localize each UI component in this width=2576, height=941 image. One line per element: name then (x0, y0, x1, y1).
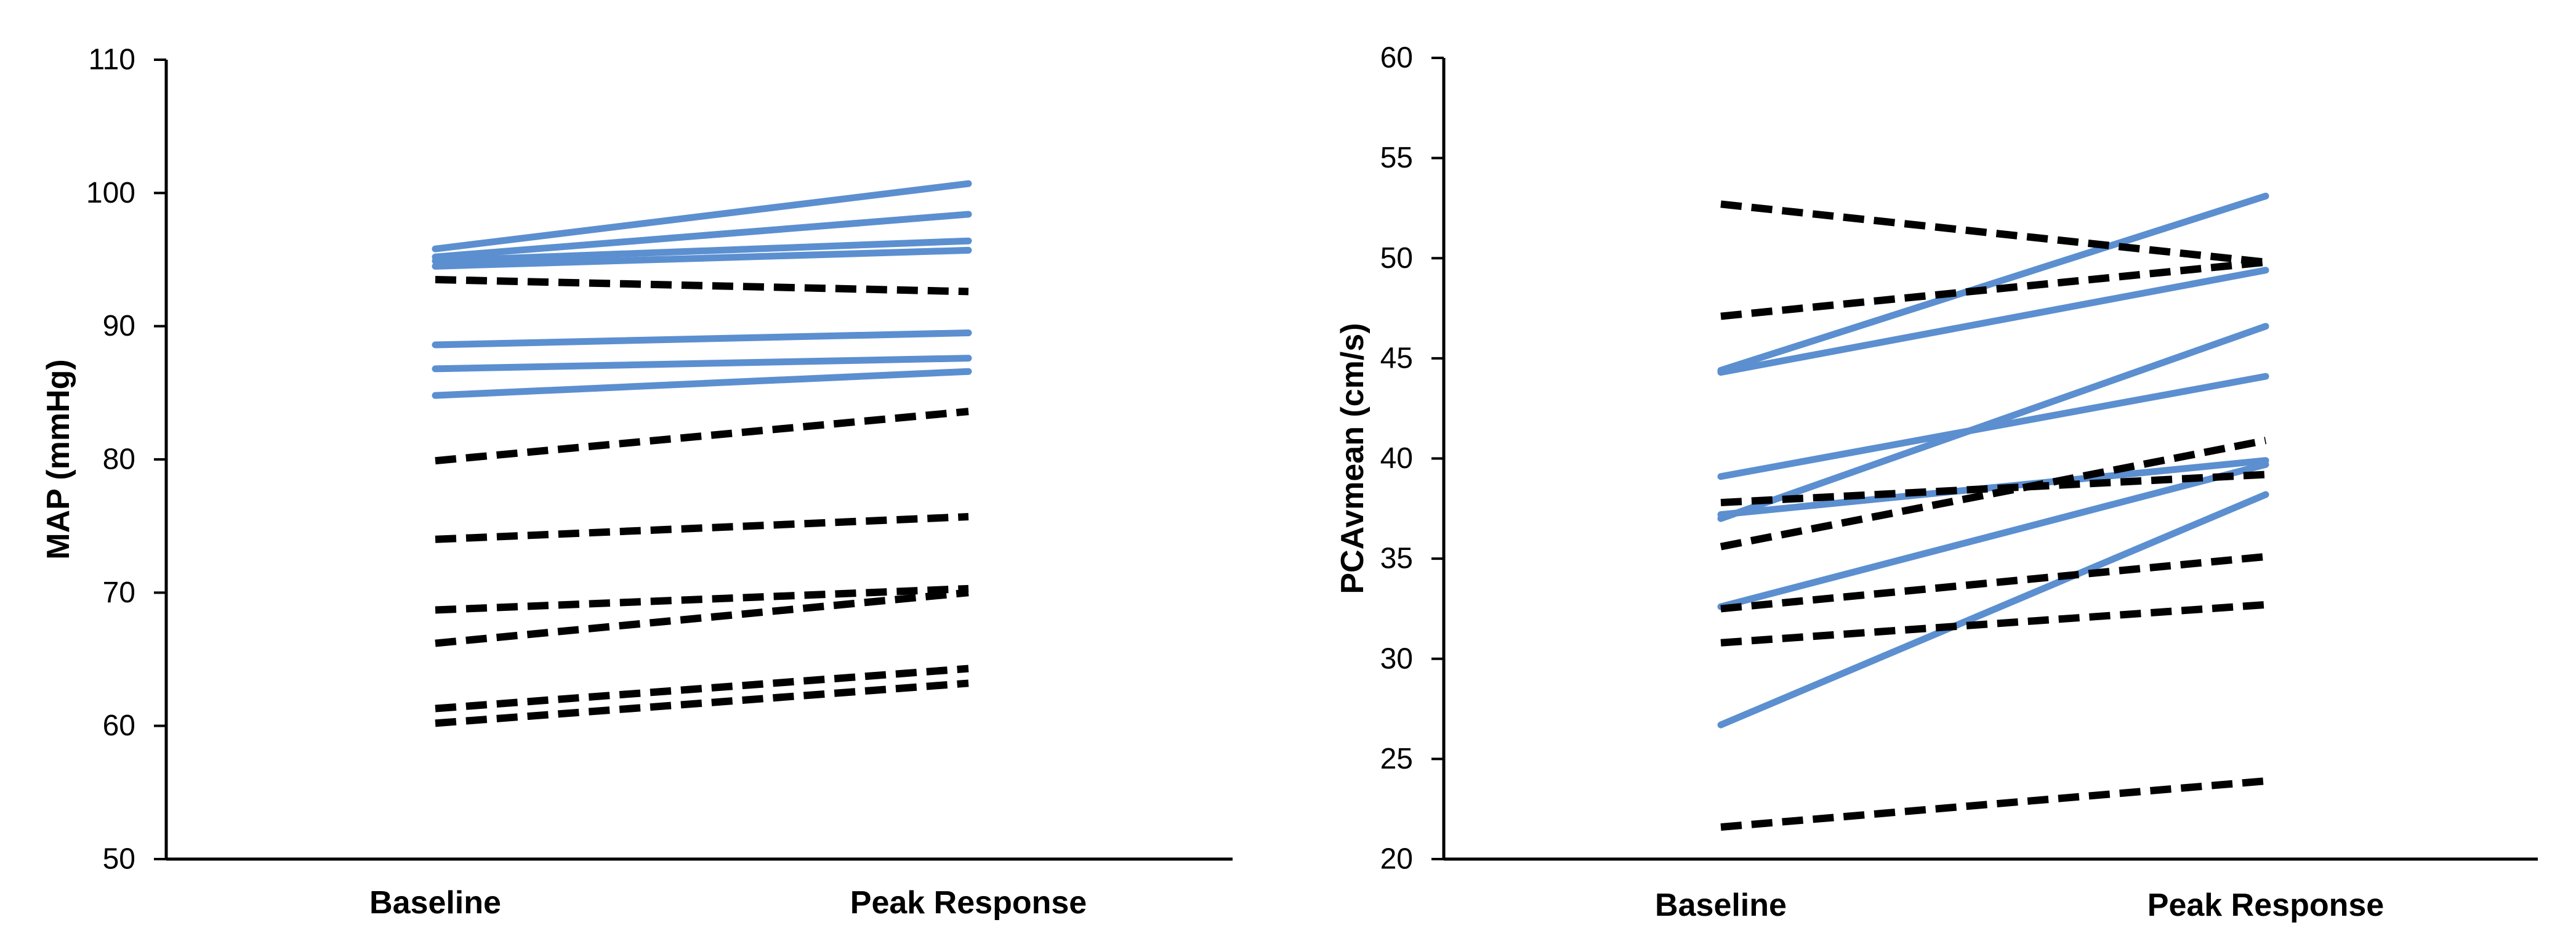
series-line-black-3 (435, 513, 969, 543)
series-line-blue-4 (1717, 323, 2269, 522)
series-line-blue-3 (1717, 373, 2269, 480)
x-category-label: Baseline (1655, 887, 1787, 923)
x-category-label: Baseline (369, 885, 501, 921)
y-tick-label: 25 (1380, 743, 1413, 775)
series-line-black-1 (435, 275, 969, 296)
y-axis-title: MAP (mmHg) (41, 359, 76, 559)
series-line-black-4 (1720, 437, 2267, 551)
y-tick-label: 40 (1380, 442, 1413, 475)
y-tick-label: 60 (1380, 42, 1413, 75)
y-tick-label: 50 (103, 843, 135, 876)
series-line-blue-6 (1717, 461, 2269, 610)
y-tick-label: 20 (1380, 843, 1413, 876)
y-tick-label: 50 (1380, 242, 1413, 275)
y-tick-label: 100 (86, 177, 135, 209)
y-tick-label: 60 (103, 709, 135, 742)
series-line-black-7 (435, 679, 969, 727)
series-line-black-6 (435, 664, 969, 713)
series-line-blue-2 (1717, 267, 2269, 376)
y-tick-label: 55 (1380, 142, 1413, 174)
series-line-black-2 (435, 408, 969, 465)
y-tick-label: 90 (103, 310, 135, 342)
series-line-blue-4 (432, 246, 972, 270)
y-tick-label: 30 (1380, 642, 1413, 675)
series-line-black-4 (435, 584, 969, 614)
x-category-label: Peak Response (850, 885, 1087, 921)
y-tick-label: 45 (1380, 342, 1413, 374)
x-category-label: Peak Response (2147, 887, 2384, 923)
series-line-blue-7 (432, 368, 972, 399)
series-line-blue-2 (432, 211, 972, 260)
y-tick-label: 35 (1380, 543, 1413, 575)
series-line-black-1 (1720, 200, 2266, 266)
series-line-blue-1 (1717, 192, 2269, 374)
y-tick-label: 110 (88, 44, 135, 76)
series-line-blue-6 (432, 355, 972, 373)
series-line-blue-3 (432, 237, 972, 265)
y-tick-label: 80 (103, 443, 135, 476)
y-tick-label: 70 (103, 576, 135, 609)
map-chart: 50 60 70 80 90 100 110 Baseline Peak Response MAP… (41, 44, 1233, 921)
pcav-chart: 20 25 30 35 40 45 50 55 60 Baseline Peak Response P… (1335, 42, 2538, 923)
series-line-black-7 (1720, 777, 2266, 831)
series-line-black-2 (1720, 258, 2266, 320)
series-line-blue-5 (432, 329, 972, 349)
y-axis-title: PCAvmean (cm/s) (1335, 323, 1371, 594)
series-line-black-5 (435, 589, 969, 647)
series-line-blue-5 (1717, 457, 2269, 519)
series-line-blue-7 (1717, 491, 2269, 729)
series-line-blue-1 (432, 180, 972, 252)
